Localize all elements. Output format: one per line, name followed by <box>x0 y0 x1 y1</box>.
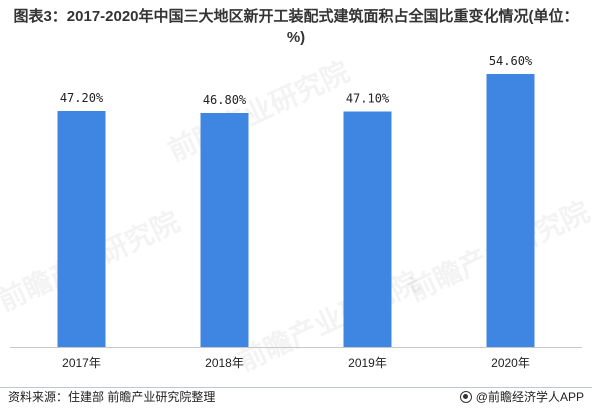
bar-0 <box>57 111 106 347</box>
brand-label: @前瞻经济学人APP <box>475 390 584 404</box>
qianzhan-logo-icon <box>459 391 472 403</box>
x-tick-label-3: 2020年 <box>491 356 530 370</box>
bar-2 <box>343 111 392 347</box>
bar-1 <box>200 113 249 347</box>
bar-3 <box>486 74 535 347</box>
x-tick-label-2: 2019年 <box>348 356 387 370</box>
data-label-3: 54.60% <box>489 54 533 68</box>
chart-title: 图表3：2017-2020年中国三大地区新开工装配式建筑面积占全国比重变化情况(… <box>13 8 579 46</box>
brand-credit: @前瞻经济学人APP <box>459 389 584 405</box>
footer-divider <box>0 387 592 388</box>
x-tick-label-0: 2017年 <box>62 356 101 370</box>
source-note: 资料来源：住建部 前瞻产业研究院整理 <box>8 390 216 404</box>
data-label-1: 46.80% <box>203 93 247 107</box>
data-label-0: 47.20% <box>60 91 104 105</box>
bar-chart: 47.20% 2017年 46.80% 2018年 47.10% 2019年 54.60% 2… <box>10 54 582 370</box>
data-label-2: 47.10% <box>346 92 390 106</box>
x-tick-label-1: 2018年 <box>205 356 244 370</box>
